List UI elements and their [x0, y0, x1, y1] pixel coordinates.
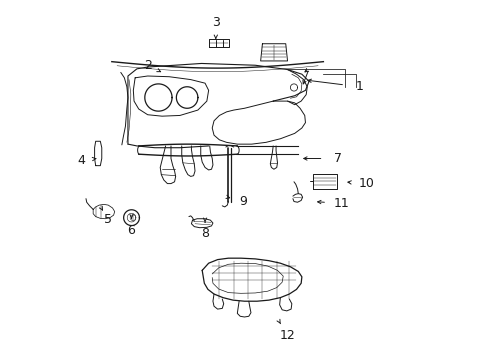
Text: 1: 1 — [355, 80, 363, 93]
Text: 10: 10 — [358, 177, 374, 190]
Text: 6: 6 — [127, 224, 135, 237]
Text: 3: 3 — [211, 16, 219, 29]
Text: 2: 2 — [143, 59, 151, 72]
Text: 11: 11 — [333, 197, 348, 210]
Text: 5: 5 — [104, 213, 112, 226]
Text: 8: 8 — [201, 227, 209, 240]
Text: 4: 4 — [77, 154, 85, 167]
Text: 12: 12 — [279, 329, 295, 342]
Text: 7: 7 — [333, 152, 341, 165]
Text: 9: 9 — [238, 195, 246, 208]
